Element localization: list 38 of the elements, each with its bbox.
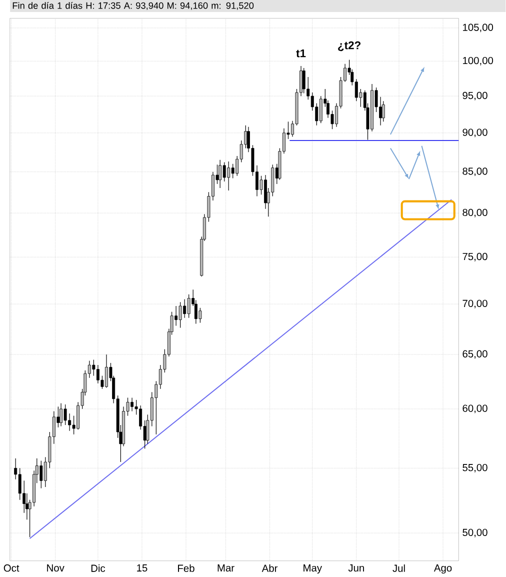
candlestick (18, 468, 22, 500)
y-tick-label: 70,00 (462, 300, 488, 308)
y-tick-label: 105,00 (463, 24, 494, 32)
y-tick-label: 100,00 (463, 56, 494, 66)
candlestick (64, 404, 67, 426)
x-tick-label: Mar (218, 564, 234, 572)
x-tick-label: Abr (262, 564, 278, 572)
candlestick (40, 460, 43, 489)
annotation: ¿t2? (338, 41, 361, 52)
x-tick-label: Oct (4, 564, 20, 572)
candlestick (92, 359, 96, 376)
x-tick-label: Jun (348, 564, 364, 572)
y-tick-label: 50,00 (462, 528, 488, 538)
x-tick-label: Ago (434, 564, 452, 574)
candlestick (382, 100, 385, 122)
x-tick-label: Dic (92, 564, 106, 572)
x-tick-label: Nov (47, 564, 65, 572)
y-tick-label: 60,00 (462, 404, 488, 414)
y-tick-label: 65,00 (462, 350, 488, 359)
y-tick-label: 85,00 (462, 168, 488, 176)
x-tick-label: 15 (137, 564, 148, 572)
candlestick (222, 162, 226, 182)
x-tick-label: May (304, 564, 322, 574)
candlestick (60, 402, 63, 426)
candlestick (302, 68, 306, 94)
annotation: t1 (296, 49, 306, 58)
x-tick-label: Jul (392, 564, 405, 572)
y-tick-label: 75,00 (462, 252, 488, 262)
candlestick (187, 294, 190, 318)
y-tick-label: 55,00 (462, 464, 488, 472)
candlestick (218, 160, 222, 188)
chart-title: Fin de día 1 días H: 17:35 A: 93,940 M: 94,160 m: 91,520 (13, 2, 254, 10)
y-tick-label: 80,00 (462, 208, 488, 218)
x-tick-label: Feb (178, 564, 194, 572)
candlestick (198, 308, 202, 324)
candlestick (178, 302, 182, 328)
y-tick-label: 90,00 (462, 128, 488, 138)
y-tick-label: 95,00 (462, 92, 488, 100)
